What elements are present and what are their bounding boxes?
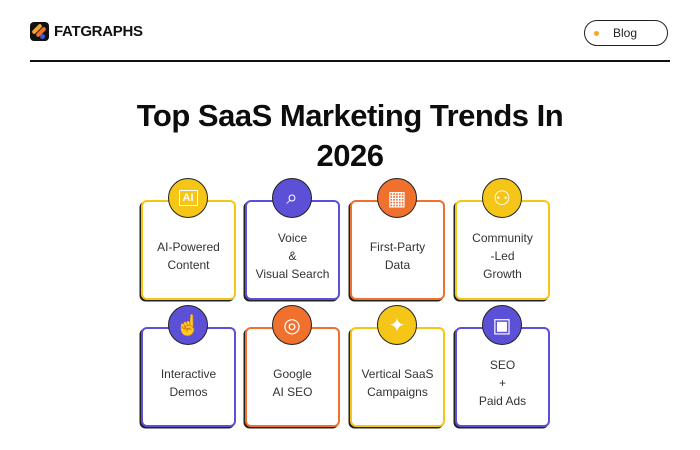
analytics-dashboard-icon: ▦	[377, 178, 417, 218]
wallet-ads-icon: ▣	[482, 305, 522, 345]
dot-icon	[594, 30, 599, 36]
brand-logo[interactable]: FATGRAPHS	[30, 22, 143, 41]
trend-card-label: Community -Led Growth	[472, 231, 533, 281]
touch-hand-icon: ☝	[168, 305, 208, 345]
google-ai-icon: ◎	[272, 305, 312, 345]
blog-label: Blog	[613, 26, 638, 40]
trend-card-label: Vertical SaaS Campaigns	[361, 367, 434, 399]
trend-card-label: First-Party Data	[369, 240, 426, 272]
community-growth-icon: ⚇	[482, 178, 522, 218]
trend-card-label: Interactive Demos	[160, 367, 217, 399]
trend-card-label: Voice & Visual Search	[255, 231, 330, 281]
voice-search-icon: ⌕	[272, 178, 312, 218]
page-title: Top SaaS Marketing Trends In 2026	[136, 98, 564, 173]
trend-card-label: Google AI SEO	[272, 367, 313, 399]
header-divider	[30, 60, 670, 62]
blog-button[interactable]: Blog	[584, 20, 668, 46]
brand-name: FATGRAPHS	[54, 23, 143, 40]
fatgraphs-logo-icon	[30, 22, 49, 41]
ai-chip-icon: AI	[168, 178, 208, 218]
trend-card-label: AI-Powered Content	[157, 240, 220, 272]
campaign-icon: ✦	[377, 305, 417, 345]
trend-card-label: SEO + Paid Ads	[478, 358, 527, 408]
